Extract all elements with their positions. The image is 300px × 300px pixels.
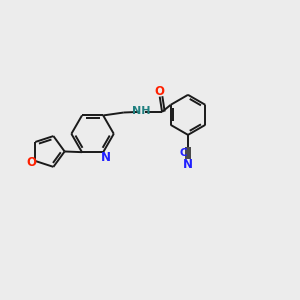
- Text: N: N: [183, 158, 193, 171]
- Text: N: N: [100, 151, 110, 164]
- Text: O: O: [26, 156, 36, 169]
- Text: O: O: [155, 85, 165, 98]
- Text: NH: NH: [132, 106, 150, 116]
- Text: C: C: [180, 148, 188, 158]
